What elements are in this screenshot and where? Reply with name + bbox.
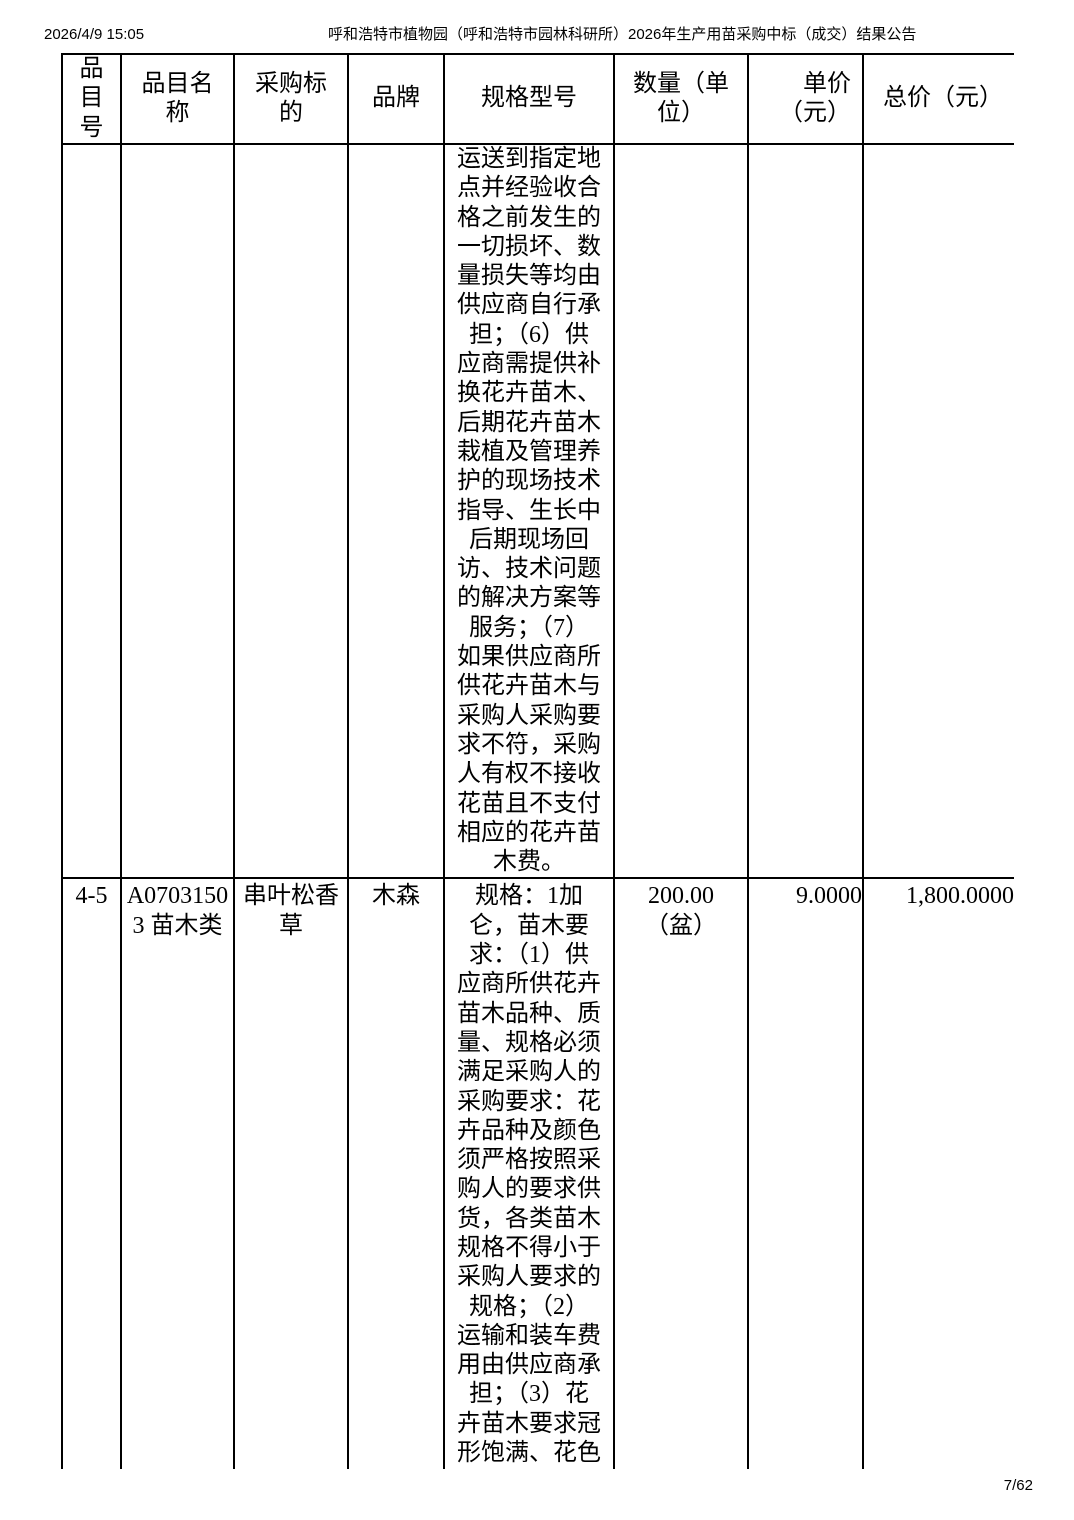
cell-brand: 木森 [347, 877, 445, 1469]
column-header-item-name: 品目名 称 [120, 53, 235, 145]
cell-total-price [862, 142, 1014, 880]
document-title: 呼和浩特市植物园（呼和浩特市园林科研所）2026年生产用苗采购中标（成交）结果公… [328, 26, 917, 43]
column-header-brand: 品牌 [347, 53, 445, 145]
column-header-item-no: 品 目 号 [61, 53, 122, 145]
cell-spec: 规格：1加 仑，苗木要 求：（1）供 应商所供花卉 苗木品种、质 量、规格必须 … [443, 877, 615, 1469]
column-header-total-price: 总价（元） [862, 53, 1014, 145]
cell-total-price: 1,800.0000 [862, 877, 1014, 1469]
table-header-row: 品 目 号 品目名 称 采购标 的 品牌 规格型号 数量（单 位） 单价 （元）… [61, 53, 1014, 145]
cell-item-no [61, 142, 122, 880]
cell-brand [347, 142, 445, 880]
cell-item-no: 4-5 [61, 877, 122, 1469]
page-number: 7/62 [1003, 1477, 1033, 1494]
column-header-quantity: 数量（单 位） [613, 53, 749, 145]
column-header-unit-price: 单价 （元） [747, 53, 864, 145]
cell-quantity [613, 142, 749, 880]
table-row: 运送到指定地 点并经验收合 格之前发生的 一切损坏、数 量损失等均由 供应商自行… [61, 142, 1014, 880]
print-timestamp: 2026/4/9 15:05 [44, 26, 145, 43]
results-table-container: 品 目 号 品目名 称 采购标 的 品牌 规格型号 数量（单 位） 单价 （元）… [61, 53, 1014, 1469]
cell-item-name [120, 142, 235, 880]
table-row: 4-5 A0703150 3 苗木类 串叶松香 草 木森 规格：1加 仑，苗木要… [61, 877, 1014, 1469]
procurement-results-table: 品 目 号 品目名 称 采购标 的 品牌 规格型号 数量（单 位） 单价 （元）… [61, 53, 1014, 1469]
column-header-spec: 规格型号 [443, 53, 615, 145]
cell-spec: 运送到指定地 点并经验收合 格之前发生的 一切损坏、数 量损失等均由 供应商自行… [443, 142, 615, 880]
cell-quantity: 200.00 （盆） [613, 877, 749, 1469]
cell-unit-price [747, 142, 864, 880]
cell-item-name: A0703150 3 苗木类 [120, 877, 235, 1469]
cell-target: 串叶松香 草 [233, 877, 349, 1469]
cell-target [233, 142, 349, 880]
cell-unit-price: 9.0000 [747, 877, 864, 1469]
column-header-target: 采购标 的 [233, 53, 349, 145]
